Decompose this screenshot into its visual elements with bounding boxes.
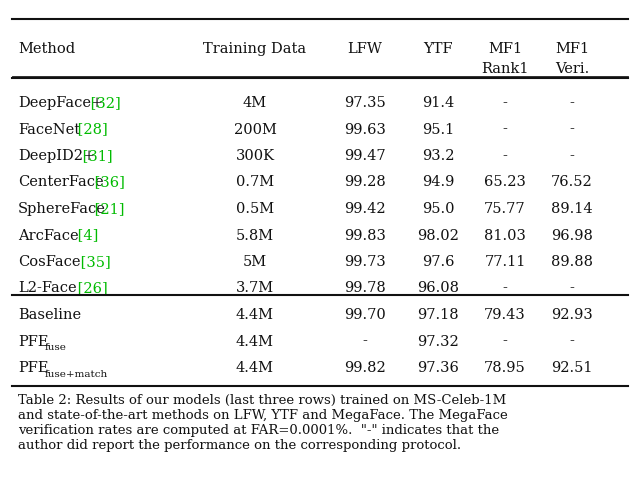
Text: FaceNet: FaceNet: [18, 122, 80, 136]
Text: fuse+match: fuse+match: [44, 370, 108, 378]
Text: DeepID2+: DeepID2+: [18, 149, 95, 163]
Text: 95.1: 95.1: [422, 122, 454, 136]
Text: ArcFace: ArcFace: [18, 228, 79, 242]
Text: 99.47: 99.47: [344, 149, 386, 163]
Text: -: -: [363, 334, 367, 348]
Text: LFW: LFW: [348, 42, 383, 56]
Text: [21]: [21]: [90, 202, 125, 216]
Text: 5M: 5M: [243, 255, 267, 269]
Text: Training Data: Training Data: [204, 42, 307, 56]
Text: 4.4M: 4.4M: [236, 308, 274, 322]
Text: 99.70: 99.70: [344, 308, 386, 322]
Text: 97.6: 97.6: [422, 255, 454, 269]
Text: 99.28: 99.28: [344, 176, 386, 190]
Text: fuse: fuse: [44, 343, 66, 352]
Text: 97.36: 97.36: [417, 361, 459, 375]
Text: 77.11: 77.11: [484, 255, 525, 269]
Text: -: -: [502, 282, 508, 296]
Text: 99.63: 99.63: [344, 122, 386, 136]
Text: Veri.: Veri.: [555, 62, 589, 76]
Text: PFE: PFE: [18, 334, 49, 348]
Text: [26]: [26]: [73, 282, 108, 296]
Text: 97.32: 97.32: [417, 334, 459, 348]
Text: 79.43: 79.43: [484, 308, 526, 322]
Text: CosFace: CosFace: [18, 255, 81, 269]
Text: 98.02: 98.02: [417, 228, 459, 242]
Text: 99.78: 99.78: [344, 282, 386, 296]
Text: 78.95: 78.95: [484, 361, 526, 375]
Text: 4.4M: 4.4M: [236, 361, 274, 375]
Text: 89.88: 89.88: [551, 255, 593, 269]
Text: 75.77: 75.77: [484, 202, 526, 216]
Text: L2-Face: L2-Face: [18, 282, 77, 296]
Text: 99.42: 99.42: [344, 202, 386, 216]
Text: Method: Method: [18, 42, 75, 56]
Text: 4.4M: 4.4M: [236, 334, 274, 348]
Text: 76.52: 76.52: [551, 176, 593, 190]
Text: MF1: MF1: [555, 42, 589, 56]
Text: [31]: [31]: [78, 149, 113, 163]
Text: 65.23: 65.23: [484, 176, 526, 190]
Text: 99.82: 99.82: [344, 361, 386, 375]
Text: [4]: [4]: [73, 228, 99, 242]
Text: -: -: [570, 282, 575, 296]
Text: 0.7M: 0.7M: [236, 176, 274, 190]
Text: 99.83: 99.83: [344, 228, 386, 242]
Text: 99.73: 99.73: [344, 255, 386, 269]
Text: 81.03: 81.03: [484, 228, 526, 242]
Text: -: -: [502, 122, 508, 136]
Text: 200M: 200M: [234, 122, 276, 136]
Text: [32]: [32]: [86, 96, 121, 110]
Text: 0.5M: 0.5M: [236, 202, 274, 216]
Text: 91.4: 91.4: [422, 96, 454, 110]
Text: -: -: [570, 334, 575, 348]
Text: [36]: [36]: [90, 176, 125, 190]
Text: 92.93: 92.93: [551, 308, 593, 322]
Text: 93.2: 93.2: [422, 149, 454, 163]
Text: [28]: [28]: [73, 122, 108, 136]
Text: 97.18: 97.18: [417, 308, 459, 322]
Text: YTF: YTF: [423, 42, 453, 56]
Text: 94.9: 94.9: [422, 176, 454, 190]
Text: 92.51: 92.51: [551, 361, 593, 375]
Text: CenterFace: CenterFace: [18, 176, 104, 190]
Text: Rank1: Rank1: [481, 62, 529, 76]
Text: [35]: [35]: [76, 255, 111, 269]
Text: 5.8M: 5.8M: [236, 228, 274, 242]
Text: -: -: [502, 334, 508, 348]
Text: -: -: [502, 96, 508, 110]
Text: 300K: 300K: [236, 149, 275, 163]
Text: -: -: [570, 122, 575, 136]
Text: 97.35: 97.35: [344, 96, 386, 110]
Text: 4M: 4M: [243, 96, 267, 110]
Text: -: -: [570, 149, 575, 163]
Text: SphereFace: SphereFace: [18, 202, 106, 216]
Text: 95.0: 95.0: [422, 202, 454, 216]
Text: 96.98: 96.98: [551, 228, 593, 242]
Text: MF1: MF1: [488, 42, 522, 56]
Text: 96.08: 96.08: [417, 282, 459, 296]
Text: -: -: [570, 96, 575, 110]
Text: Baseline: Baseline: [18, 308, 81, 322]
Text: -: -: [502, 149, 508, 163]
Text: 89.14: 89.14: [551, 202, 593, 216]
Text: DeepFace+: DeepFace+: [18, 96, 103, 110]
Text: Table 2: Results of our models (last three rows) trained on MS-Celeb-1M
and stat: Table 2: Results of our models (last thr…: [18, 394, 508, 452]
Text: 3.7M: 3.7M: [236, 282, 274, 296]
Text: PFE: PFE: [18, 361, 49, 375]
